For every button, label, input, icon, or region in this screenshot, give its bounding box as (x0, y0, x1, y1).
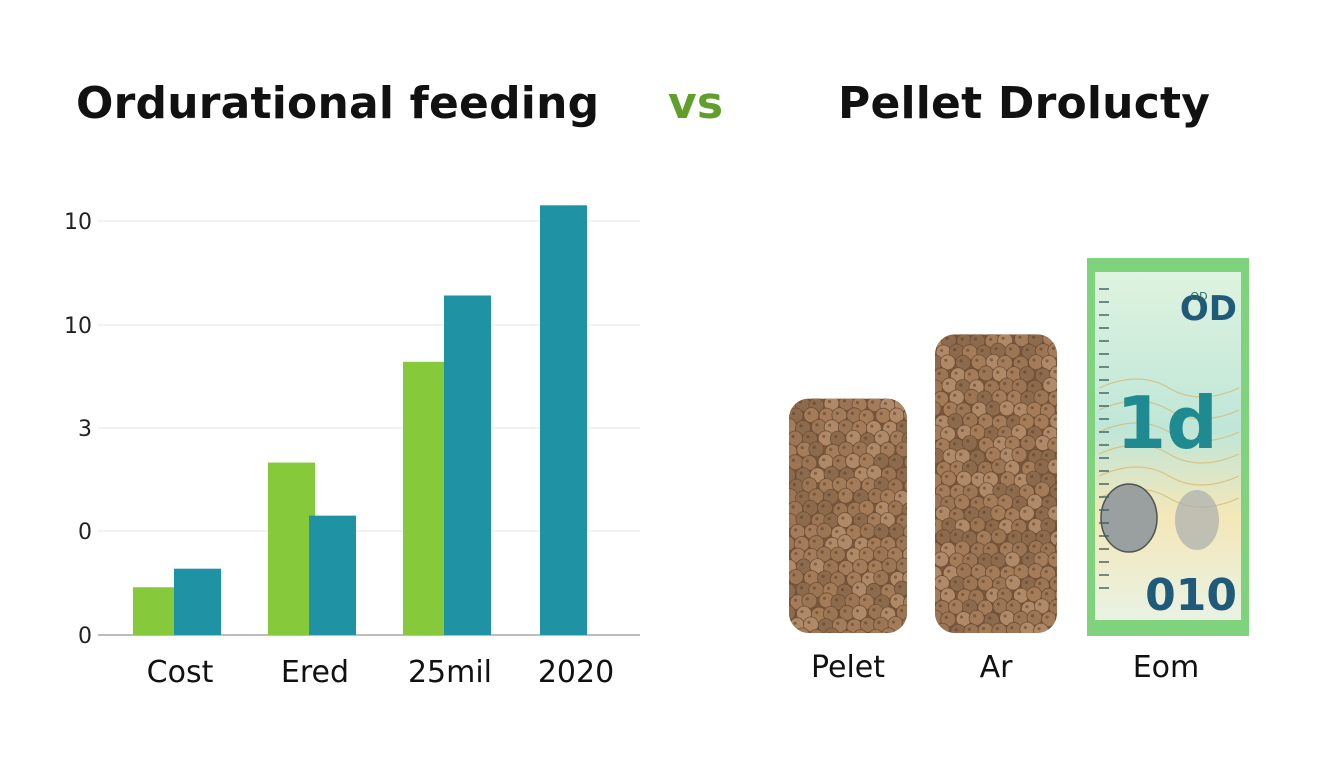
category-label: 2020 (538, 655, 614, 690)
pellet-stack (789, 398, 907, 634)
portrait (1100, 483, 1158, 553)
y-tick-labels: 0 0 3 10 10 (64, 210, 92, 649)
y-tick-label: 0 (78, 624, 92, 649)
y-tick-label: 3 (78, 417, 92, 442)
y-tick-label: 10 (64, 210, 92, 235)
right-title: Pellet Drolucty (838, 78, 1211, 129)
banknote-middle-text: 1d (1116, 381, 1218, 465)
banknote-small-text: OD (1190, 290, 1207, 303)
category-label: 25mil (408, 655, 492, 690)
banknote-bottom-text: 010 (1145, 570, 1237, 621)
bar (174, 568, 221, 635)
pellet-stack (935, 334, 1057, 633)
bar (444, 295, 491, 635)
bar (309, 515, 356, 635)
bar (268, 462, 315, 635)
category-label: Cost (147, 655, 214, 690)
y-tick-label: 10 (64, 314, 92, 339)
bar (403, 361, 450, 635)
category-label: Ered (281, 655, 349, 690)
category-labels: Cost Ered 25mil 2020 (147, 655, 615, 690)
pellet-stacks (789, 334, 1057, 634)
banknote-top-text: OD (1180, 289, 1237, 329)
bars (133, 205, 587, 635)
bar (133, 587, 180, 635)
bar (540, 205, 587, 635)
vs-label: vs (668, 78, 724, 129)
y-tick-label: 0 (78, 520, 92, 545)
left-title: Ordurational feeding (76, 78, 600, 129)
